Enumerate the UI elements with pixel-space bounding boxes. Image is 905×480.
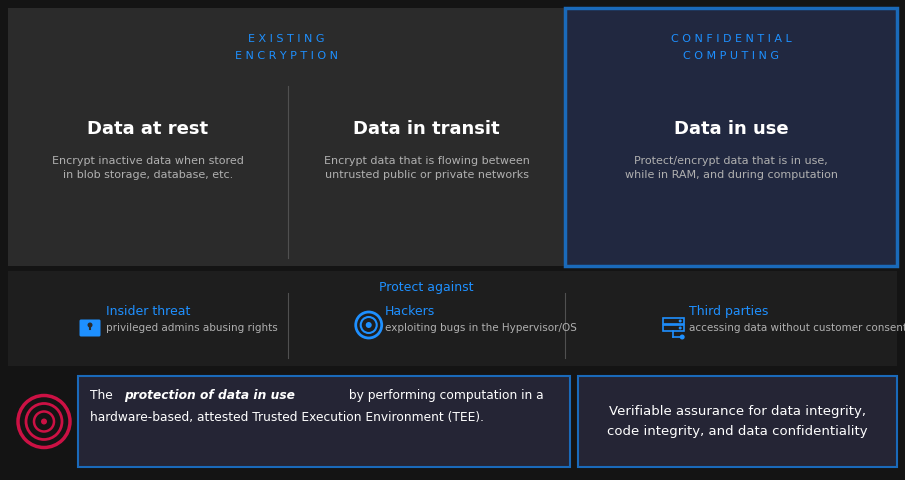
Text: Verifiable assurance for data integrity,
code integrity, and data confidentialit: Verifiable assurance for data integrity,…: [607, 405, 868, 438]
Circle shape: [680, 335, 685, 339]
Text: Hackers: Hackers: [385, 305, 435, 318]
Text: Encrypt inactive data when stored
in blob storage, database, etc.: Encrypt inactive data when stored in blo…: [52, 156, 244, 180]
Text: hardware-based, attested Trusted Execution Environment (TEE).: hardware-based, attested Trusted Executi…: [90, 411, 484, 424]
Text: by performing computation in a: by performing computation in a: [345, 389, 544, 402]
Text: privileged admins abusing rights: privileged admins abusing rights: [106, 323, 278, 333]
Text: Protect/encrypt data that is in use,
while in RAM, and during computation: Protect/encrypt data that is in use, whi…: [624, 156, 838, 180]
Circle shape: [366, 322, 372, 328]
FancyBboxPatch shape: [80, 320, 100, 336]
FancyBboxPatch shape: [578, 376, 897, 467]
Text: exploiting bugs in the Hypervisor/OS: exploiting bugs in the Hypervisor/OS: [385, 323, 576, 333]
Text: protection of data in use: protection of data in use: [124, 389, 295, 402]
Text: Data in transit: Data in transit: [354, 120, 500, 138]
Text: Insider threat: Insider threat: [106, 305, 190, 318]
FancyBboxPatch shape: [8, 8, 566, 266]
FancyBboxPatch shape: [78, 376, 570, 467]
FancyBboxPatch shape: [662, 318, 683, 324]
Text: Third parties: Third parties: [690, 305, 768, 318]
Text: accessing data without customer consent: accessing data without customer consent: [690, 323, 905, 333]
Text: Protect against: Protect against: [379, 281, 474, 294]
Text: Data in use: Data in use: [674, 120, 788, 138]
FancyBboxPatch shape: [566, 8, 897, 266]
Circle shape: [41, 419, 47, 424]
Circle shape: [679, 326, 681, 329]
FancyBboxPatch shape: [8, 271, 897, 366]
FancyBboxPatch shape: [8, 371, 897, 472]
Circle shape: [679, 320, 681, 323]
Text: Data at rest: Data at rest: [88, 120, 208, 138]
Text: The: The: [90, 389, 117, 402]
Text: Encrypt data that is flowing between
untrusted public or private networks: Encrypt data that is flowing between unt…: [324, 156, 529, 180]
FancyBboxPatch shape: [662, 324, 683, 331]
Text: C O N F I D E N T I A L
C O M P U T I N G: C O N F I D E N T I A L C O M P U T I N …: [671, 34, 792, 61]
Text: E X I S T I N G
E N C R Y P T I O N: E X I S T I N G E N C R Y P T I O N: [235, 34, 338, 61]
Circle shape: [88, 323, 92, 327]
